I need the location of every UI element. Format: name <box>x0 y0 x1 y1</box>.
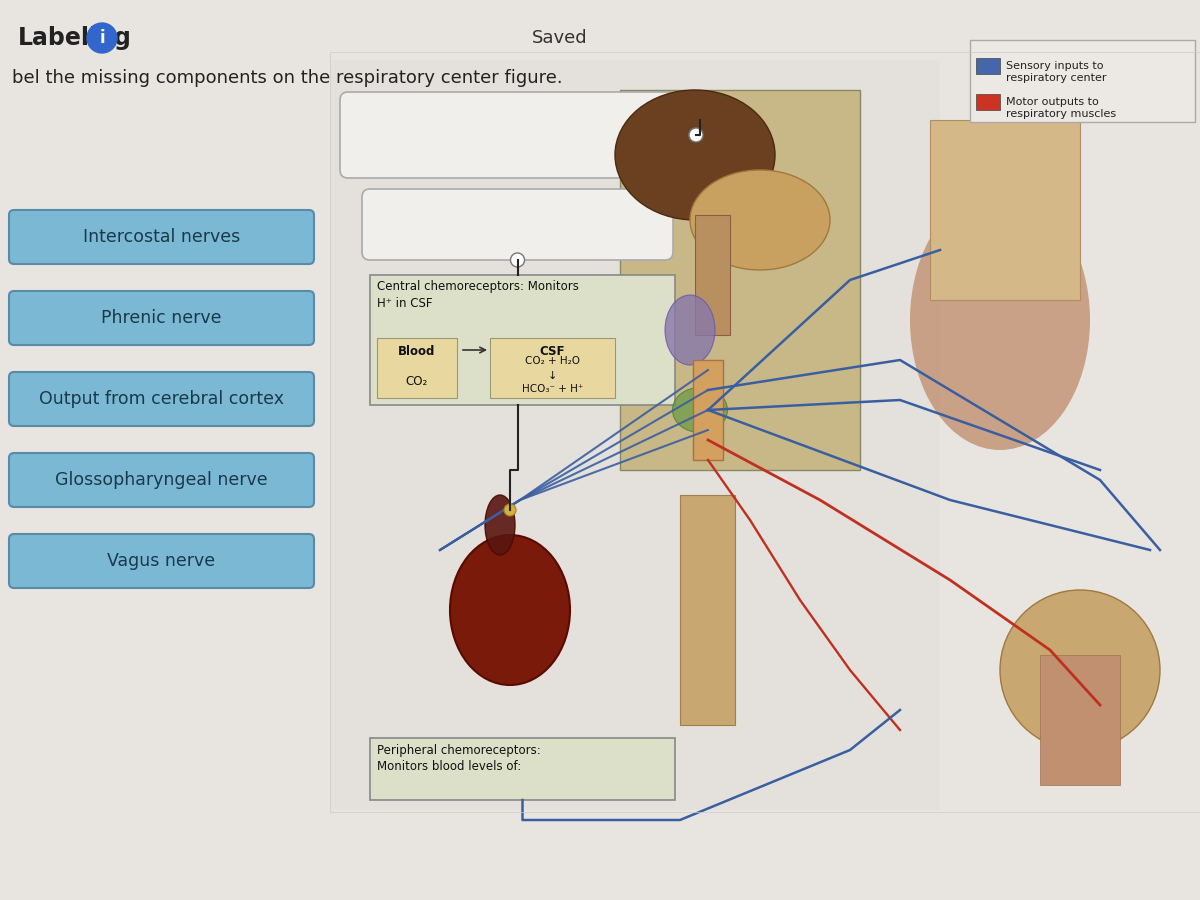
FancyBboxPatch shape <box>970 40 1195 122</box>
FancyBboxPatch shape <box>370 275 674 405</box>
Circle shape <box>689 128 703 142</box>
Text: Saved: Saved <box>532 29 588 47</box>
Text: Peripheral chemoreceptors:: Peripheral chemoreceptors: <box>377 744 541 757</box>
FancyBboxPatch shape <box>362 189 673 260</box>
FancyBboxPatch shape <box>10 291 314 345</box>
Circle shape <box>504 504 516 516</box>
FancyBboxPatch shape <box>1040 655 1120 785</box>
Text: Labeling: Labeling <box>18 26 132 50</box>
FancyBboxPatch shape <box>620 90 860 470</box>
FancyBboxPatch shape <box>10 210 314 264</box>
Ellipse shape <box>665 295 715 365</box>
FancyBboxPatch shape <box>930 120 1080 300</box>
FancyBboxPatch shape <box>10 534 314 588</box>
FancyBboxPatch shape <box>340 92 696 178</box>
Text: ↓: ↓ <box>548 371 557 381</box>
Text: Vagus nerve: Vagus nerve <box>108 552 216 570</box>
FancyBboxPatch shape <box>680 495 734 725</box>
FancyBboxPatch shape <box>976 58 1000 74</box>
Text: bel the missing components on the respiratory center figure.: bel the missing components on the respir… <box>12 69 563 87</box>
Circle shape <box>88 23 118 53</box>
Text: CO₂ + H₂O: CO₂ + H₂O <box>526 356 580 366</box>
Text: respiratory muscles: respiratory muscles <box>1006 109 1116 119</box>
Text: Motor outputs to: Motor outputs to <box>1006 97 1099 107</box>
FancyBboxPatch shape <box>377 338 457 398</box>
FancyBboxPatch shape <box>694 360 722 460</box>
Ellipse shape <box>672 388 727 433</box>
Ellipse shape <box>485 495 515 555</box>
Text: Intercostal nerves: Intercostal nerves <box>83 228 240 246</box>
Text: Monitors blood levels of:: Monitors blood levels of: <box>377 760 521 773</box>
FancyBboxPatch shape <box>10 372 314 426</box>
Text: CO₂: CO₂ <box>406 375 428 388</box>
Ellipse shape <box>450 535 570 685</box>
Text: HCO₃⁻ + H⁺: HCO₃⁻ + H⁺ <box>522 384 583 394</box>
Text: respiratory center: respiratory center <box>1006 73 1106 83</box>
Text: Output from cerebral cortex: Output from cerebral cortex <box>38 390 284 408</box>
Text: Central chemoreceptors: Monitors
H⁺ in CSF: Central chemoreceptors: Monitors H⁺ in C… <box>377 280 578 310</box>
Text: CSF: CSF <box>540 345 565 358</box>
FancyBboxPatch shape <box>10 453 314 507</box>
Ellipse shape <box>616 90 775 220</box>
Ellipse shape <box>690 170 830 270</box>
Text: Sensory inputs to: Sensory inputs to <box>1006 61 1104 71</box>
FancyBboxPatch shape <box>695 215 730 335</box>
Circle shape <box>1000 590 1160 750</box>
FancyBboxPatch shape <box>976 94 1000 110</box>
FancyBboxPatch shape <box>370 738 674 800</box>
FancyBboxPatch shape <box>330 60 940 810</box>
Ellipse shape <box>910 190 1090 450</box>
Text: Phrenic nerve: Phrenic nerve <box>101 309 222 327</box>
Circle shape <box>510 253 524 267</box>
FancyBboxPatch shape <box>490 338 616 398</box>
Text: Glossopharyngeal nerve: Glossopharyngeal nerve <box>55 471 268 489</box>
Text: Blood: Blood <box>398 345 436 358</box>
Text: i: i <box>100 29 104 47</box>
